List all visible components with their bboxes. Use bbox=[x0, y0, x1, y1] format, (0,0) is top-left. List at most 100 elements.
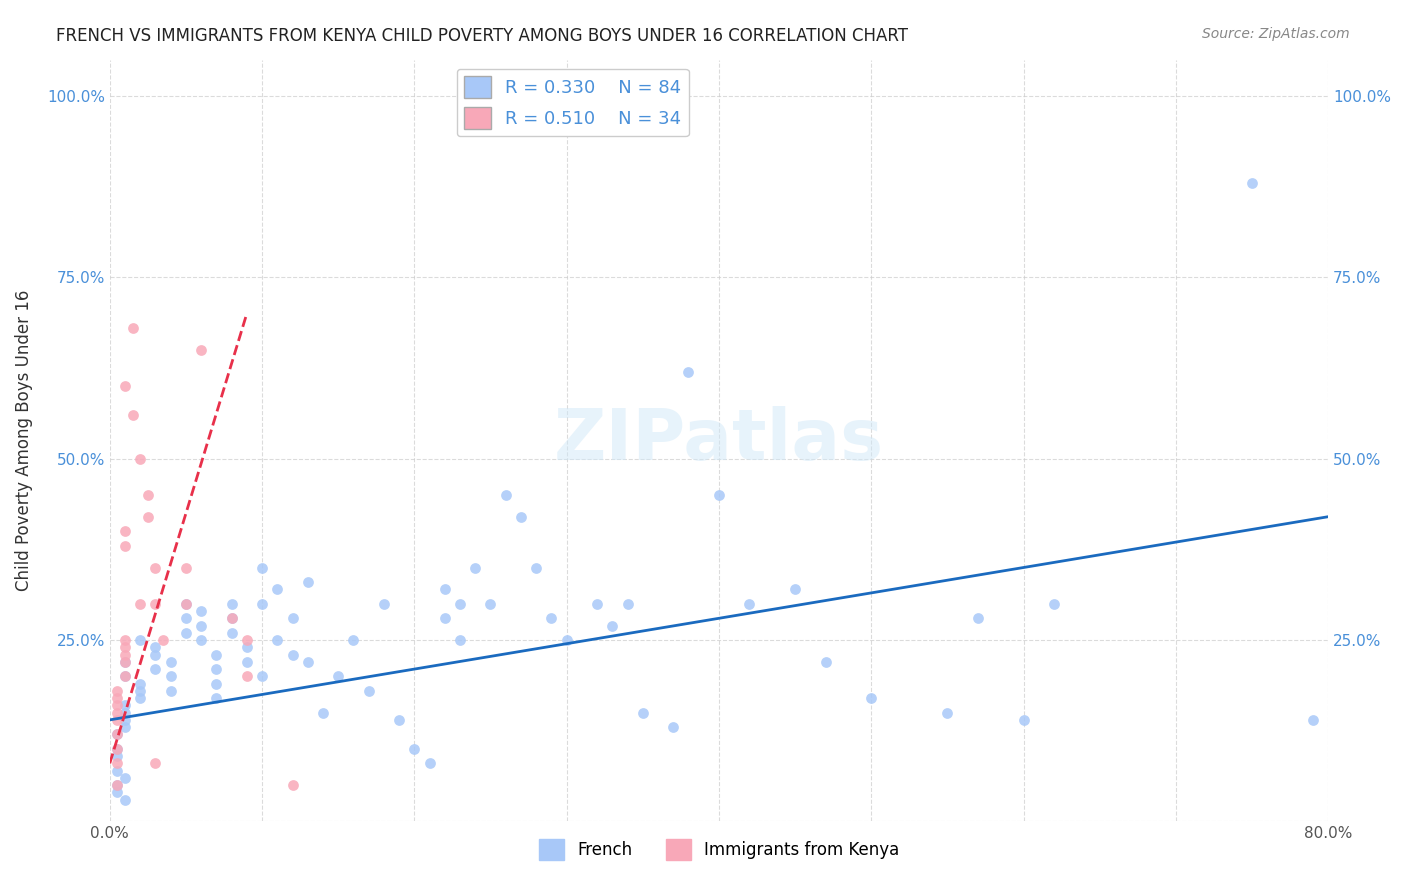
Point bbox=[114, 771, 136, 785]
Point bbox=[388, 713, 411, 727]
Point bbox=[105, 785, 128, 799]
Point bbox=[236, 669, 259, 683]
Point bbox=[524, 560, 547, 574]
Point bbox=[266, 582, 288, 597]
Point bbox=[236, 655, 259, 669]
Point bbox=[221, 611, 243, 625]
Point bbox=[707, 488, 730, 502]
Point bbox=[555, 633, 578, 648]
Point bbox=[159, 684, 181, 698]
Point bbox=[328, 669, 350, 683]
Point bbox=[510, 509, 533, 524]
Text: FRENCH VS IMMIGRANTS FROM KENYA CHILD POVERTY AMONG BOYS UNDER 16 CORRELATION CH: FRENCH VS IMMIGRANTS FROM KENYA CHILD PO… bbox=[56, 27, 908, 45]
Point bbox=[190, 633, 212, 648]
Point bbox=[221, 611, 243, 625]
Point bbox=[236, 633, 259, 648]
Point bbox=[105, 778, 128, 792]
Point bbox=[105, 778, 128, 792]
Point bbox=[145, 597, 167, 611]
Point bbox=[174, 625, 197, 640]
Point bbox=[190, 343, 212, 357]
Point bbox=[114, 669, 136, 683]
Point bbox=[159, 655, 181, 669]
Point bbox=[312, 706, 335, 720]
Point bbox=[174, 560, 197, 574]
Point bbox=[205, 676, 228, 690]
Point bbox=[586, 597, 609, 611]
Point bbox=[114, 648, 136, 662]
Point bbox=[114, 379, 136, 393]
Point bbox=[814, 655, 837, 669]
Point bbox=[1240, 176, 1263, 190]
Point bbox=[114, 720, 136, 734]
Point bbox=[433, 611, 456, 625]
Y-axis label: Child Poverty Among Boys Under 16: Child Poverty Among Boys Under 16 bbox=[15, 290, 32, 591]
Point bbox=[373, 597, 395, 611]
Point bbox=[145, 560, 167, 574]
Point bbox=[205, 691, 228, 706]
Point bbox=[190, 604, 212, 618]
Point bbox=[152, 633, 174, 648]
Point bbox=[297, 655, 319, 669]
Point bbox=[114, 655, 136, 669]
Point bbox=[114, 633, 136, 648]
Point bbox=[678, 365, 700, 379]
Point bbox=[105, 691, 128, 706]
Legend: R = 0.330    N = 84, R = 0.510    N = 34: R = 0.330 N = 84, R = 0.510 N = 34 bbox=[457, 69, 689, 136]
Point bbox=[281, 648, 304, 662]
Point bbox=[136, 509, 159, 524]
Point bbox=[266, 633, 288, 648]
Point bbox=[250, 669, 273, 683]
Point bbox=[105, 698, 128, 713]
Point bbox=[602, 618, 624, 632]
Point bbox=[205, 662, 228, 676]
Point bbox=[449, 633, 471, 648]
Point bbox=[114, 669, 136, 683]
Point bbox=[236, 640, 259, 655]
Point bbox=[121, 408, 143, 422]
Point bbox=[129, 597, 152, 611]
Point bbox=[433, 582, 456, 597]
Point bbox=[105, 764, 128, 778]
Point bbox=[105, 727, 128, 741]
Point bbox=[159, 669, 181, 683]
Point bbox=[616, 597, 638, 611]
Point bbox=[281, 611, 304, 625]
Point bbox=[785, 582, 807, 597]
Point bbox=[297, 574, 319, 589]
Point bbox=[479, 597, 502, 611]
Point bbox=[129, 451, 152, 466]
Point bbox=[114, 793, 136, 807]
Point bbox=[105, 756, 128, 771]
Point bbox=[145, 756, 167, 771]
Point bbox=[404, 742, 426, 756]
Point bbox=[860, 691, 883, 706]
Point bbox=[136, 488, 159, 502]
Point bbox=[105, 684, 128, 698]
Point bbox=[114, 713, 136, 727]
Point bbox=[936, 706, 959, 720]
Point bbox=[145, 662, 167, 676]
Point bbox=[105, 749, 128, 764]
Point bbox=[221, 625, 243, 640]
Point bbox=[190, 618, 212, 632]
Point bbox=[105, 727, 128, 741]
Point bbox=[129, 633, 152, 648]
Point bbox=[357, 684, 380, 698]
Point bbox=[129, 676, 152, 690]
Point bbox=[114, 539, 136, 553]
Point bbox=[145, 648, 167, 662]
Point bbox=[631, 706, 654, 720]
Point bbox=[449, 597, 471, 611]
Point bbox=[129, 691, 152, 706]
Point bbox=[250, 560, 273, 574]
Point bbox=[174, 597, 197, 611]
Point bbox=[114, 655, 136, 669]
Point bbox=[205, 648, 228, 662]
Point bbox=[114, 706, 136, 720]
Point bbox=[174, 597, 197, 611]
Text: ZIPatlas: ZIPatlas bbox=[554, 406, 884, 475]
Point bbox=[464, 560, 486, 574]
Point bbox=[966, 611, 988, 625]
Point bbox=[114, 698, 136, 713]
